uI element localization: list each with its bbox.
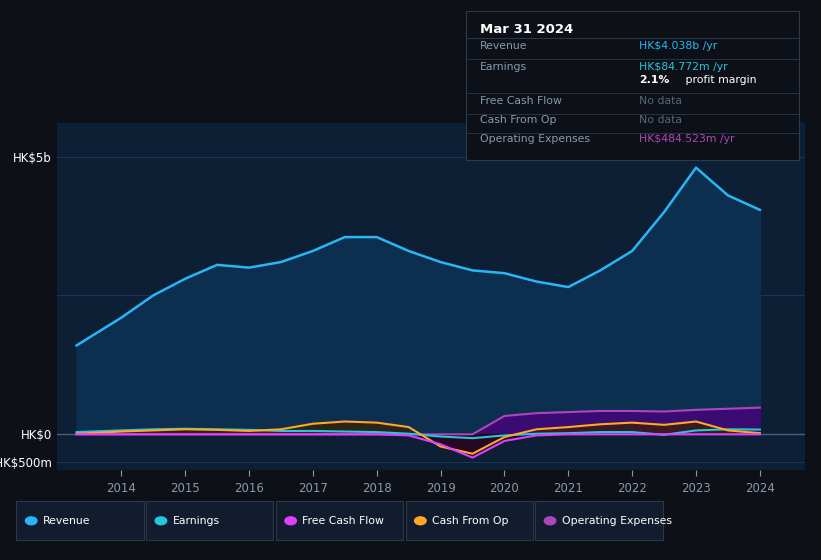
Text: Operating Expenses: Operating Expenses — [479, 134, 589, 144]
Text: HK$84.772m /yr: HK$84.772m /yr — [640, 62, 728, 72]
Text: No data: No data — [640, 96, 682, 106]
Text: Revenue: Revenue — [43, 516, 90, 526]
Text: Earnings: Earnings — [479, 62, 527, 72]
Text: Cash From Op: Cash From Op — [479, 115, 556, 125]
Text: Free Cash Flow: Free Cash Flow — [302, 516, 384, 526]
Text: Free Cash Flow: Free Cash Flow — [479, 96, 562, 106]
Text: 2.1%: 2.1% — [640, 75, 670, 85]
Text: Cash From Op: Cash From Op — [432, 516, 508, 526]
Text: profit margin: profit margin — [682, 75, 757, 85]
Text: HK$4.038b /yr: HK$4.038b /yr — [640, 41, 718, 51]
Text: Revenue: Revenue — [479, 41, 527, 51]
Text: Mar 31 2024: Mar 31 2024 — [479, 23, 573, 36]
Text: No data: No data — [640, 115, 682, 125]
Text: Operating Expenses: Operating Expenses — [562, 516, 672, 526]
Text: HK$484.523m /yr: HK$484.523m /yr — [640, 134, 735, 144]
Text: Earnings: Earnings — [172, 516, 219, 526]
